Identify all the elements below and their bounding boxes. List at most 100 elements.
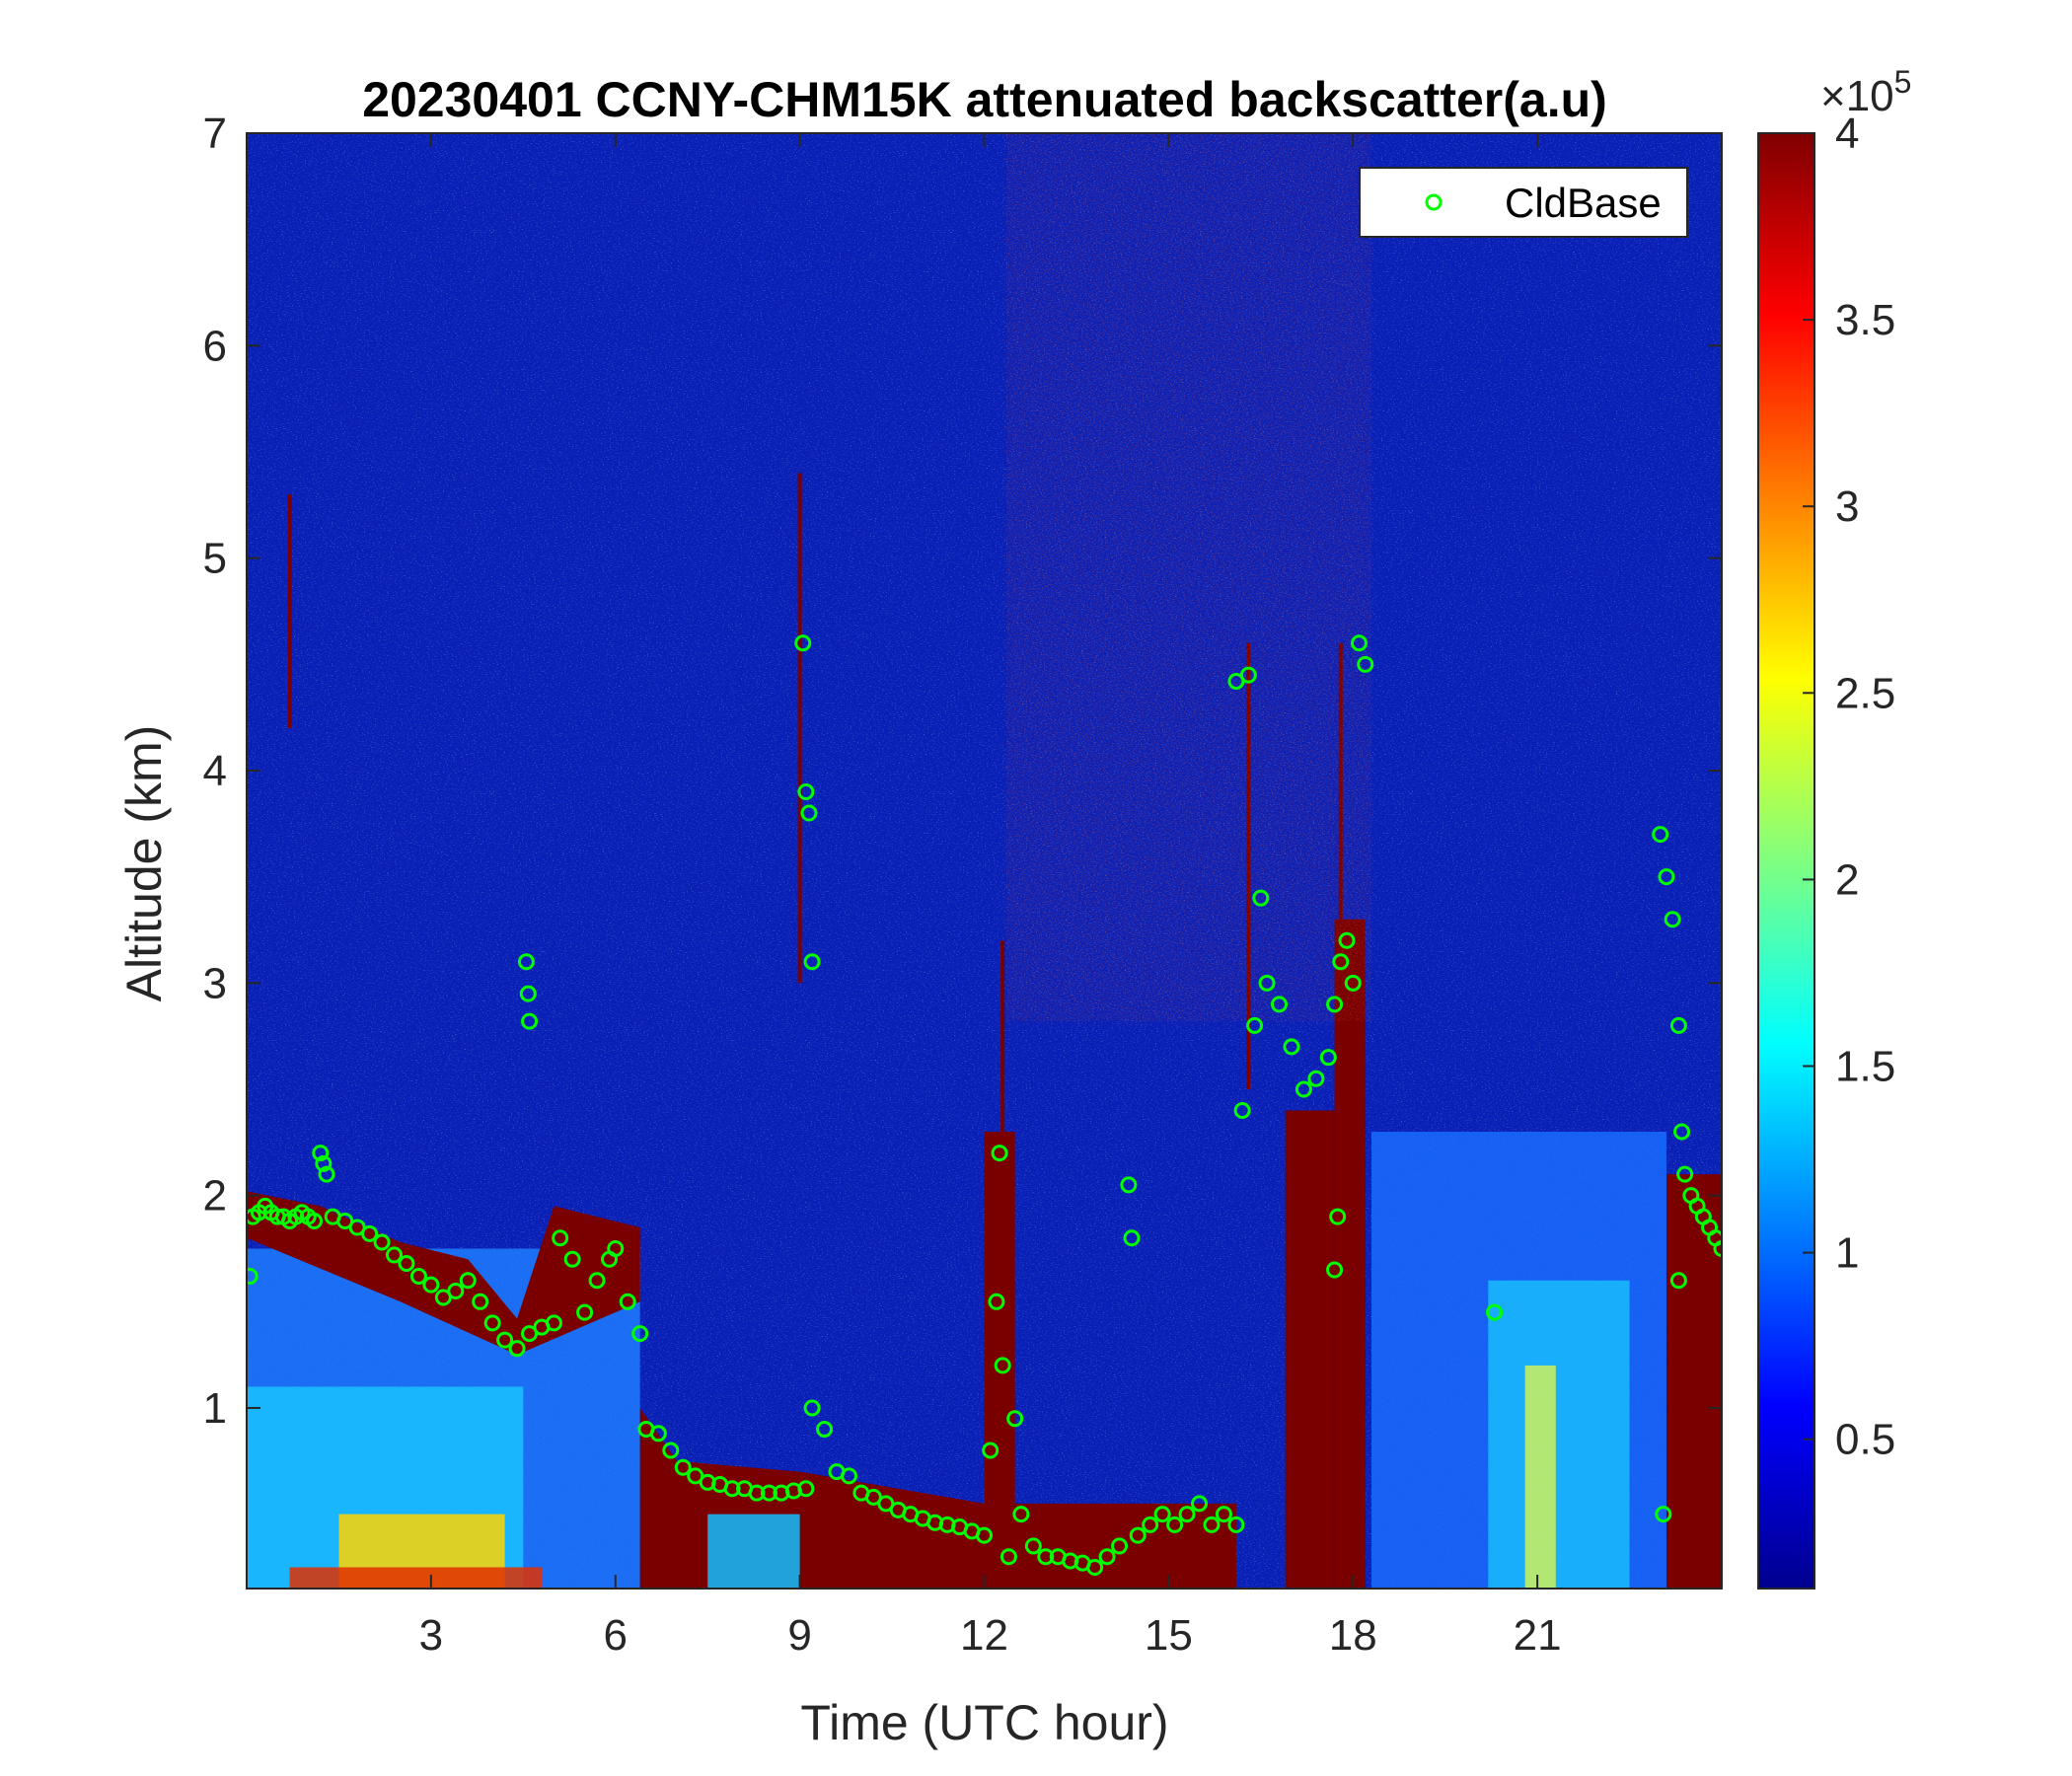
cldbase-point	[1086, 1558, 1104, 1576]
colorbar-tick-label: 3	[1835, 482, 1859, 531]
colorbar-tick-label: 1	[1835, 1229, 1859, 1278]
cldbase-point	[386, 1246, 403, 1264]
midday-noise	[1006, 133, 1371, 1021]
legend: CldBase	[1359, 167, 1688, 238]
y-tick-label: 4	[203, 747, 227, 795]
cldbase-point	[576, 1303, 594, 1321]
cldbase-point	[1120, 1176, 1138, 1194]
convective-cloud-1	[1008, 1503, 1236, 1589]
cldbase-point	[662, 1442, 680, 1459]
colorbar-exponent: ×105	[1820, 64, 1911, 120]
cldbase-point	[496, 1331, 514, 1349]
y-tick-label: 2	[203, 1172, 227, 1221]
cldbase-point	[991, 1145, 1008, 1162]
cldbase-point	[1129, 1526, 1147, 1544]
x-tick-label: 12	[960, 1611, 1008, 1660]
cldbase-point	[517, 953, 535, 971]
cldbase-point	[1329, 1208, 1347, 1225]
cldbase-point	[976, 1526, 993, 1544]
cldbase-point	[1332, 953, 1350, 971]
cldbase-point	[1166, 1516, 1184, 1533]
colorbar-tick-label: 3.5	[1835, 296, 1895, 344]
cldbase-point	[748, 1484, 766, 1502]
cldbase-point	[312, 1145, 330, 1162]
cldbase-point	[1153, 1506, 1171, 1523]
cldbase-point	[1655, 1506, 1672, 1523]
cldbase-point	[318, 1165, 335, 1183]
y-axis: 1 2 3 4 5 6 7	[203, 110, 1722, 1433]
convective-cloud-2	[1285, 1110, 1335, 1589]
cldbase-point	[447, 1283, 465, 1300]
x-axis-label: Time (UTC hour)	[800, 1695, 1168, 1750]
cldbase-point	[1227, 1516, 1245, 1533]
cldbase-point	[422, 1276, 440, 1294]
cldbase-point	[1326, 1261, 1344, 1279]
colorbar: 0.5 1 1.5 2 2.5 3 3.5 4 ×105	[1757, 64, 1911, 1590]
cldbase-point	[1319, 1049, 1337, 1067]
x-tick-label: 3	[419, 1611, 443, 1660]
chart-title: 20230401 CCNY-CHM15K attenuated backscat…	[362, 72, 1607, 127]
morning-gap	[707, 1514, 800, 1589]
cldbase-point	[459, 1272, 477, 1290]
cldbase-point	[1215, 1506, 1232, 1523]
cldbase-point	[1326, 996, 1344, 1013]
cldbase-point	[674, 1458, 692, 1476]
cldbase-point	[306, 1212, 324, 1229]
cldbase-point	[1178, 1506, 1196, 1523]
cldbase-point	[1350, 634, 1368, 652]
x-axis: 3 6 9 12 15 18 21	[419, 133, 1562, 1660]
cldbase-point	[1669, 1272, 1687, 1290]
cldbase-point	[315, 1154, 333, 1172]
cldbase-point	[1283, 1038, 1300, 1056]
cldbase-point	[519, 985, 537, 1002]
cldbase-point	[1012, 1506, 1030, 1523]
y-tick-label: 1	[203, 1384, 227, 1433]
convective-cloud-4	[1665, 1174, 1722, 1589]
cldbase-point	[472, 1293, 489, 1310]
cldbase-point	[840, 1467, 857, 1485]
cldbase-point	[1357, 655, 1374, 673]
y-axis-label: Altitude (km)	[116, 725, 172, 1002]
cldbase-point	[1673, 1123, 1691, 1141]
cldbase-point	[1652, 826, 1669, 844]
cldbase-point	[563, 1250, 581, 1268]
cldbase-point	[1307, 1070, 1325, 1087]
cldbase-point	[607, 1239, 625, 1257]
cldbase-point	[988, 1293, 1005, 1310]
cldbase-point	[1344, 974, 1362, 992]
cldbase-point	[521, 1012, 539, 1030]
y-tick-label: 7	[203, 110, 227, 158]
y-tick-label: 3	[203, 959, 227, 1007]
legend-entry-cldbase: CldBase	[1505, 180, 1662, 226]
cldbase-point	[1713, 1239, 1722, 1257]
cldbase-point	[398, 1255, 415, 1273]
evening-plume-core	[1488, 1280, 1630, 1589]
colorbar-tick-label: 0.5	[1835, 1416, 1895, 1464]
cldbase-point	[1006, 1410, 1024, 1428]
cldbase-point	[1271, 996, 1288, 1013]
cldbase-point	[1486, 1303, 1504, 1321]
cldbase-point	[1239, 666, 1257, 684]
colorbar-tick-label: 2.5	[1835, 669, 1895, 717]
cldbase-point	[800, 804, 818, 822]
cldbase-point	[797, 783, 815, 801]
cldbase-point	[1142, 1516, 1159, 1533]
cldbase-point	[1669, 1016, 1687, 1034]
cldbase-point	[816, 1421, 834, 1439]
y-tick-label: 6	[203, 322, 227, 370]
cldbase-point	[999, 1548, 1017, 1566]
cldbase-point	[588, 1272, 606, 1290]
cldbase-point	[803, 953, 821, 971]
colorbar-tick-label: 2	[1835, 855, 1859, 904]
cldbase-point	[1191, 1495, 1209, 1513]
cldbase-point	[552, 1229, 569, 1247]
cldbase-point	[1123, 1229, 1141, 1247]
x-tick-label: 18	[1329, 1611, 1377, 1660]
cldbase-point	[247, 1267, 259, 1285]
cldbase-point	[1246, 1016, 1264, 1034]
colorbar-ticks: 0.5 1 1.5 2 2.5 3 3.5 4	[1803, 110, 1895, 1464]
colorbar-tick-label: 4	[1835, 110, 1859, 158]
x-tick-label: 21	[1514, 1611, 1562, 1660]
legend-box	[1359, 167, 1688, 238]
